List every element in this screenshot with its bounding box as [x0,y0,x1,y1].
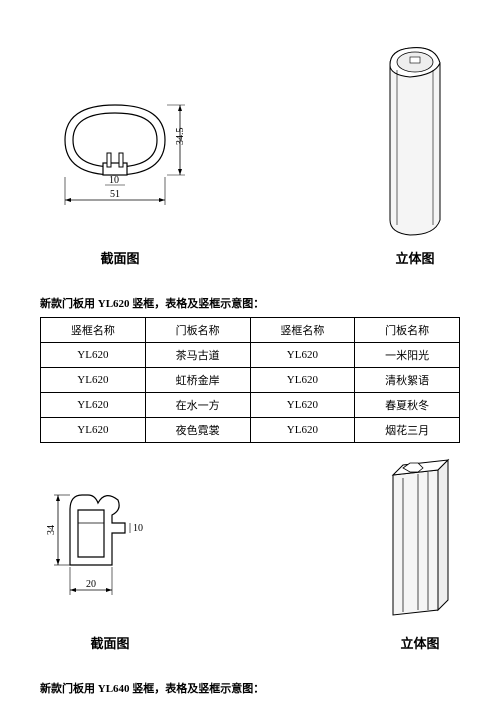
table-cell: YL620 [41,368,146,393]
section1-cross-section: 51 10 34.5 截面图 [40,90,200,267]
table-intro: 新款门板用 YL620 竖框，表格及竖框示意图： [40,295,460,311]
dim-height-1: 34.5 [175,128,186,146]
table-cell: YL620 [41,393,146,418]
section1-figures: 51 10 34.5 截面图 [40,40,460,267]
table-cell: 一米阳光 [355,343,460,368]
table-row: YL620在水一方YL620春夏秋冬 [41,393,460,418]
table-cell: 清秋絮语 [355,368,460,393]
dim-width-2: 20 [86,579,96,590]
table-row: YL620虹桥金岸YL620清秋絮语 [41,368,460,393]
table-cell: YL620 [250,393,355,418]
table-cell: 虹桥金岸 [145,368,250,393]
frame-table: 竖框名称 门板名称 竖框名称 门板名称 YL620茶马古道YL620一米阳光YL… [40,317,460,443]
table-cell: 在水一方 [145,393,250,418]
section2-figures: 34 10 20 截面图 [40,455,460,652]
table-cell: YL620 [250,418,355,443]
th-1: 门板名称 [145,318,250,343]
th-2: 竖框名称 [250,318,355,343]
table-cell: 夜色霓裳 [145,418,250,443]
section2-3d-view: 立体图 [380,455,460,652]
footer-intro: 新款门板用 YL640 竖框，表格及竖框示意图： [40,680,460,696]
table-cell: YL620 [41,418,146,443]
dim-slot-2: 10 [133,523,143,534]
table-cell: YL620 [250,368,355,393]
table-cell: 烟花三月 [355,418,460,443]
caption-cross-1: 截面图 [40,248,200,267]
3d-svg-2 [380,455,460,625]
table-cell: YL620 [250,343,355,368]
table-row: YL620茶马古道YL620一米阳光 [41,343,460,368]
dim-height-2: 34 [46,525,57,535]
dim-slot-1: 10 [109,175,119,186]
th-0: 竖框名称 [41,318,146,343]
3d-svg-1 [370,40,460,240]
caption-cross-2: 截面图 [40,633,180,652]
caption-3d-1: 立体图 [370,248,460,267]
th-3: 门板名称 [355,318,460,343]
table-row: YL620夜色霓裳YL620烟花三月 [41,418,460,443]
table-cell: YL620 [41,343,146,368]
caption-3d-2: 立体图 [380,633,460,652]
table-cell: 春夏秋冬 [355,393,460,418]
cross-section-svg-2: 34 10 20 [40,485,180,625]
section2-cross-section: 34 10 20 截面图 [40,485,180,652]
table-header-row: 竖框名称 门板名称 竖框名称 门板名称 [41,318,460,343]
dim-width-1: 51 [110,189,120,200]
cross-section-svg-1: 51 10 34.5 [40,90,200,240]
section1-3d-view: 立体图 [370,40,460,267]
table-cell: 茶马古道 [145,343,250,368]
